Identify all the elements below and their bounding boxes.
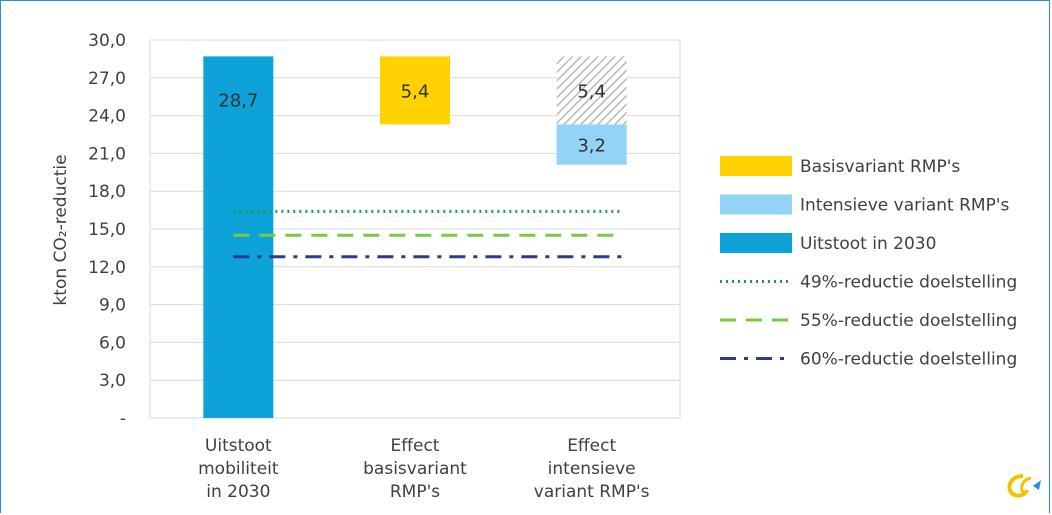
y-axis: - 3,0 6,0 9,0 12,0 15,0 18,0 21,0 24,0 27,0 30,0 [88,31,126,429]
bars [203,56,627,418]
bar [380,56,450,125]
y-tick-label: 27,0 [88,69,126,89]
y-tick-label: 21,0 [88,144,126,164]
bar-value-label: 3,2 [577,136,606,157]
bar-value-label: 5,4 [401,81,430,102]
reference-lines [233,209,622,259]
legend-label: 55%-reductie doelstelling [800,311,1017,331]
bar-value-label: 5,4 [577,81,606,102]
x-tick-label: Uitstoot [205,436,272,456]
y-tick-label: 15,0 [88,220,126,240]
x-tick-label: RMP's [390,482,440,502]
y-axis-label: kton CO₂-reductie [51,154,71,305]
x-tick-label: mobiliteit [198,459,279,479]
legend-label: Basisvariant RMP's [800,157,960,177]
x-tick-label: Effect [567,436,616,456]
legend-label: Uitstoot in 2030 [800,234,936,254]
legend-label: Intensieve variant RMP's [800,196,1010,216]
y-tick-label: 6,0 [99,333,126,353]
x-tick-label: Effect [391,436,440,456]
y-tick-label: 24,0 [88,107,126,127]
bar [203,56,274,418]
x-tick-label: in 2030 [206,482,270,502]
bar [556,124,627,165]
bar [556,56,627,125]
y-tick-label: 9,0 [99,296,126,316]
bar-labels: 28,7 5,4 5,4 3,2 [218,81,606,156]
legend-swatch [720,194,792,215]
x-axis: Uitstoot mobiliteit in 2030 Effect basisvari… [198,436,650,502]
y-tick-label: 30,0 [88,31,126,51]
legend: Basisvariant RMP's Intensieve variant RMP… [720,156,1017,370]
legend-swatch [720,156,792,176]
bar-value-label: 28,7 [218,90,258,111]
x-tick-label: basisvariant [363,459,467,479]
legend-label: 49%-reductie doelstelling [800,273,1017,293]
y-tick-label: 3,0 [99,371,126,391]
legend-swatch [720,233,792,253]
publisher-logo-icon [1007,474,1041,498]
y-tick-label: 12,0 [88,258,126,278]
y-tick-label: 18,0 [88,182,126,202]
legend-label: 60%-reductie doelstelling [800,350,1017,370]
x-tick-label: variant RMP's [534,482,650,502]
y-tick-label: - [120,409,126,429]
x-tick-label: intensieve [548,459,636,479]
